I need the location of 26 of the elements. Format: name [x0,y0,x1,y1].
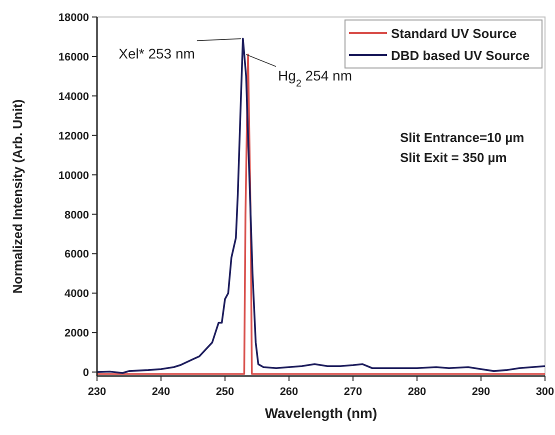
y-tick-label: 0 [82,367,89,380]
x-tick-label: 240 [152,386,170,398]
y-tick-label: 16000 [58,51,89,64]
annotation: Slit Entrance=10 µm [400,130,524,145]
x-tick-label: 260 [280,386,298,398]
x-tick-label: 230 [88,386,106,398]
x-tick-label: 250 [216,386,234,398]
y-tick-label: 2000 [64,328,89,340]
annotation: Xel* 253 nm [118,46,195,62]
y-tick-label: 14000 [58,90,89,103]
y-tick-label: 10000 [58,170,89,182]
x-tick-label: 280 [408,386,426,398]
y-tick-label: 12000 [58,130,89,142]
legend-label: Standard UV Source [391,26,517,41]
y-tick-label: 18000 [58,12,89,24]
legend-label: DBD based UV Source [391,48,530,63]
y-tick-label: 6000 [64,248,89,261]
annotation: Hg$_{2}$ 254 nm [278,67,352,89]
y-tick-label: 8000 [64,209,89,222]
y-tick-label: 4000 [64,288,89,300]
x-tick-label: 270 [344,386,362,398]
y-axis-title: Normalized Intensity (Arb. Unit) [10,99,25,294]
x-tick-label: 290 [472,386,490,398]
x-axis-title: Wavelength (nm) [264,405,378,421]
annotation: Slit Exit = 350 µm [400,150,507,165]
x-tick-label: 300 [536,386,554,398]
